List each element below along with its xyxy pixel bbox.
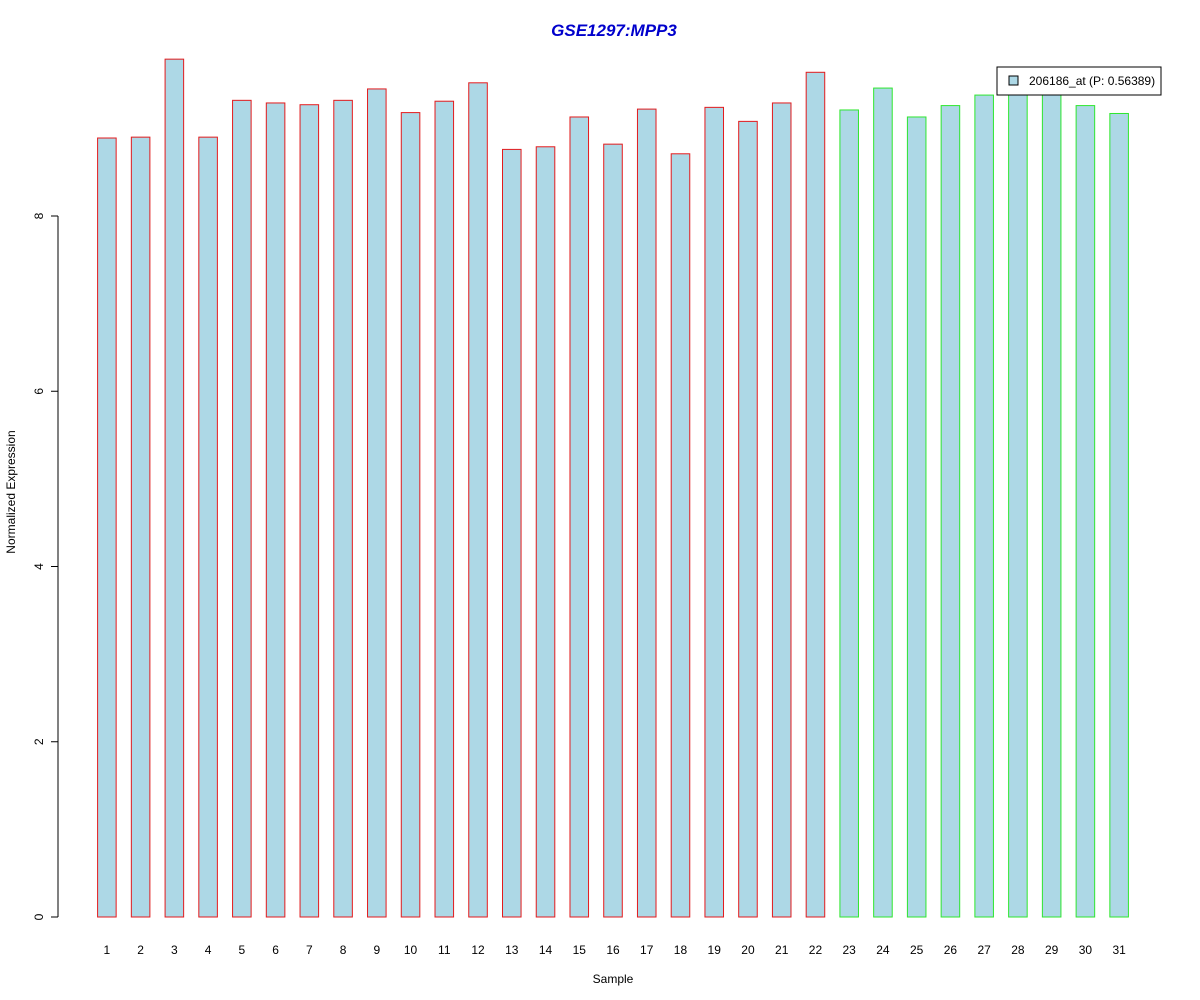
x-tick-label: 11 <box>438 943 451 957</box>
bar-sample-28 <box>1008 92 1028 918</box>
bar-sample-21 <box>771 102 792 918</box>
y-tick-label: 6 <box>32 388 46 395</box>
bar-sample-15 <box>569 116 590 918</box>
x-tick-label: 20 <box>741 943 755 957</box>
bar-sample-24 <box>873 87 893 918</box>
x-tick-label: 10 <box>404 943 418 957</box>
x-tick-label: 31 <box>1112 943 1126 957</box>
bar-sample-25 <box>906 116 927 918</box>
x-axis-label: Sample <box>593 972 634 986</box>
x-tick-label: 26 <box>944 943 958 957</box>
bar-sample-23 <box>839 109 859 918</box>
x-tick-label: 16 <box>606 943 620 957</box>
x-tick-label: 29 <box>1045 943 1059 957</box>
bars-group <box>97 58 1129 918</box>
x-tick-label: 13 <box>505 943 519 957</box>
bar-sample-22 <box>805 71 826 918</box>
bar-sample-17 <box>636 108 657 918</box>
bar-sample-1 <box>97 137 117 918</box>
bar-sample-19 <box>704 106 725 918</box>
bar-sample-8 <box>333 99 353 918</box>
bar-sample-7 <box>299 104 320 918</box>
x-tick-label: 27 <box>977 943 991 957</box>
bar-sample-2 <box>130 136 151 918</box>
x-tick-label: 18 <box>674 943 688 957</box>
x-tick-label: 22 <box>809 943 823 957</box>
bar-sample-10 <box>400 112 421 918</box>
y-tick-label: 4 <box>32 563 46 570</box>
bar-sample-31 <box>1109 112 1129 918</box>
bar-sample-20 <box>738 120 758 918</box>
x-tick-label: 4 <box>205 943 212 957</box>
x-tick-labels: 1 2 3 4 5 6 7 8 9 10 11 12 13 14 15 16 17 18 19 20 21 22 23 24 2… <box>104 943 1127 957</box>
legend-box <box>996 66 1162 96</box>
y-tick-label: 2 <box>32 738 46 745</box>
bar-sample-5 <box>232 99 252 918</box>
bar-sample-13 <box>502 148 522 918</box>
x-tick-label: 2 <box>137 943 144 957</box>
x-tick-label: 7 <box>306 943 313 957</box>
x-tick-label: 19 <box>708 943 722 957</box>
x-tick-label: 25 <box>910 943 924 957</box>
x-tick-label: 9 <box>373 943 380 957</box>
x-tick-label: 24 <box>876 943 890 957</box>
bar-sample-18 <box>670 153 691 918</box>
x-tick-label: 8 <box>340 943 347 957</box>
legend-label: 206186_at (P: 0.56389) <box>1029 74 1155 88</box>
bar-sample-26 <box>940 105 961 918</box>
x-tick-label: 30 <box>1079 943 1093 957</box>
bar-sample-4 <box>198 136 218 918</box>
legend: 206186_at (P: 0.56389) <box>996 66 1162 96</box>
y-axis-label: Normalized Expression <box>4 430 18 553</box>
x-tick-label: 15 <box>573 943 587 957</box>
x-tick-label: 23 <box>843 943 857 957</box>
x-tick-label: 6 <box>272 943 279 957</box>
y-axis: 0 2 4 6 8 <box>32 212 59 920</box>
x-tick-label: 21 <box>775 943 789 957</box>
bar-sample-3 <box>164 58 185 918</box>
legend-swatch <box>1008 75 1019 86</box>
x-tick-label: 28 <box>1011 943 1025 957</box>
y-tick-label: 8 <box>32 212 46 219</box>
bar-sample-27 <box>974 94 994 918</box>
x-tick-label: 17 <box>640 943 654 957</box>
x-tick-label: 5 <box>238 943 245 957</box>
x-tick-label: 14 <box>539 943 553 957</box>
x-tick-label: 3 <box>171 943 178 957</box>
bar-sample-29 <box>1041 92 1062 918</box>
bar-sample-30 <box>1075 105 1096 918</box>
bar-sample-6 <box>265 102 286 918</box>
bar-sample-16 <box>603 143 623 918</box>
y-tick-label: 0 <box>32 913 46 920</box>
chart-title: GSE1297:MPP3 <box>551 21 677 40</box>
x-tick-label: 12 <box>471 943 485 957</box>
x-tick-label: 1 <box>104 943 111 957</box>
bar-sample-11 <box>434 100 455 918</box>
bar-sample-14 <box>535 146 556 918</box>
bar-sample-9 <box>367 88 387 918</box>
bar-sample-12 <box>468 82 488 918</box>
